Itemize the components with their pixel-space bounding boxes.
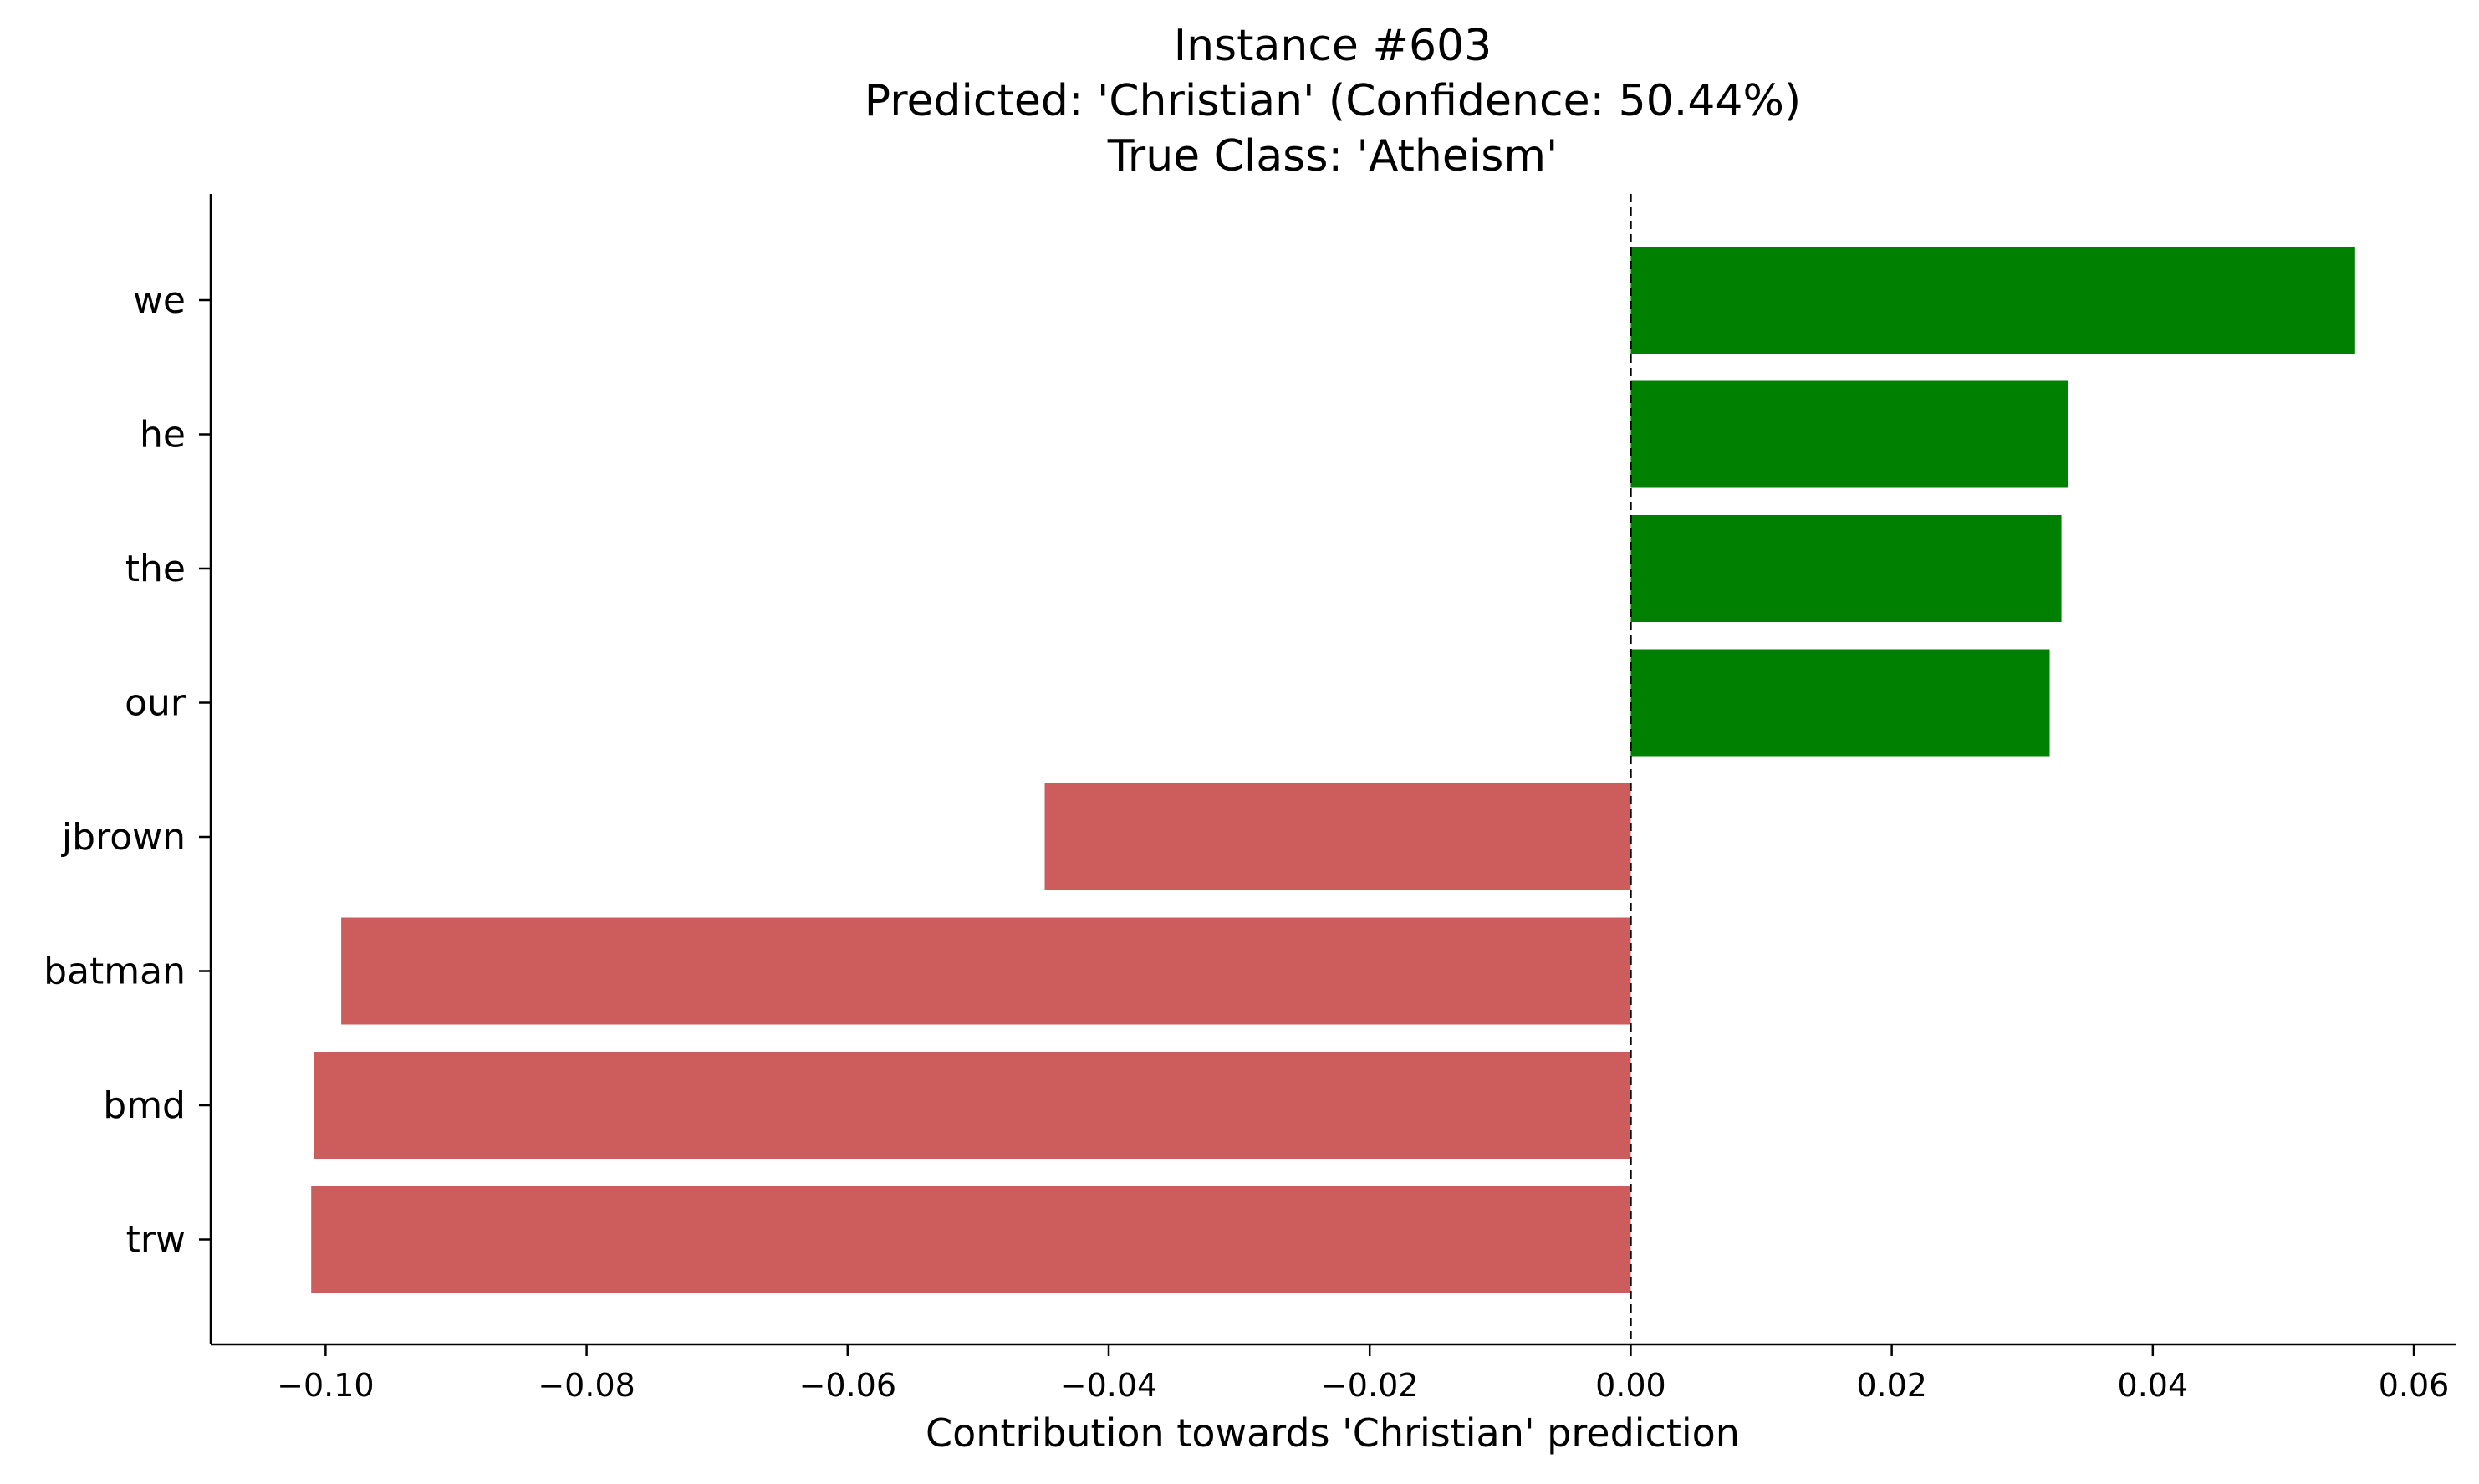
y-tick-label: jbrown bbox=[61, 816, 186, 859]
bar-bmd bbox=[314, 1052, 1631, 1159]
bar-we bbox=[1630, 247, 2355, 354]
y-tick-label: the bbox=[125, 548, 186, 590]
y-tick-label: he bbox=[140, 414, 186, 456]
axes bbox=[209, 194, 2456, 1346]
x-tick-label: −0.04 bbox=[1060, 1367, 1157, 1404]
y-axis-ticks: we he the our jbrown batman bmd trw bbox=[43, 279, 211, 1262]
x-tick-label: −0.06 bbox=[799, 1367, 896, 1404]
x-axis-ticks: −0.10 −0.08 −0.06 −0.04 −0.02 0.00 0.02 0.04 0.0… bbox=[277, 1344, 2449, 1404]
y-tick-label: we bbox=[133, 279, 186, 322]
bar-he bbox=[1630, 380, 2068, 488]
chart-subtitle-line: Predicted: 'Christian' (Confidence: 50.4… bbox=[865, 76, 1801, 126]
x-tick-label: 0.04 bbox=[2118, 1367, 2189, 1404]
bar-our bbox=[1630, 649, 2050, 757]
x-tick-label: −0.10 bbox=[277, 1367, 374, 1404]
bar-batman bbox=[341, 917, 1631, 1025]
x-tick-label: −0.02 bbox=[1321, 1367, 1418, 1404]
chart-title-line: Instance #603 bbox=[1174, 21, 1492, 71]
chart-title: Instance #603 Predicted: 'Christian' (Co… bbox=[865, 21, 1801, 181]
chart-subtitle-line: True Class: 'Atheism' bbox=[1107, 131, 1558, 181]
bar-the bbox=[1630, 515, 2062, 622]
x-tick-label: −0.08 bbox=[538, 1367, 635, 1404]
bar-jbrown bbox=[1044, 783, 1631, 890]
y-tick-label: our bbox=[125, 682, 186, 725]
y-tick-label: trw bbox=[126, 1219, 186, 1262]
y-tick-label: batman bbox=[43, 951, 186, 993]
x-tick-label: 0.02 bbox=[1856, 1367, 1927, 1404]
x-tick-label: 0.00 bbox=[1595, 1367, 1666, 1404]
bars bbox=[311, 247, 2355, 1293]
bar-trw bbox=[311, 1186, 1631, 1293]
y-tick-label: bmd bbox=[103, 1084, 186, 1127]
x-tick-label: 0.06 bbox=[2379, 1367, 2450, 1404]
x-axis-label: Contribution towards 'Christian' predict… bbox=[926, 1410, 1740, 1456]
